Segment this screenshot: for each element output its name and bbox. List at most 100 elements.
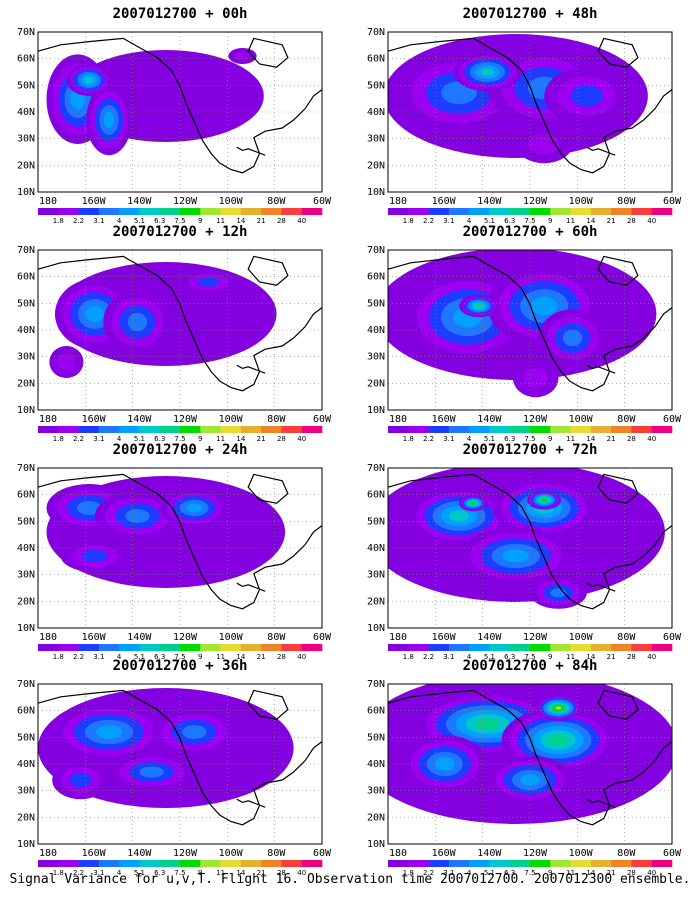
y-tick-label: 40N [367,325,385,336]
variance-map: 10N 20N 30N 40N 50N 60N 70N 180 160W 140W 120W 100W… [367,27,682,224]
colorbar-label: 2.2 [73,653,84,660]
colorbar-label: 28 [627,653,636,660]
colorbar-label: 7.5 [524,217,535,224]
colorbar-label: 40 [297,653,306,660]
variance-contour [182,725,207,739]
colorbar-swatch [139,860,161,867]
y-tick-label: 20N [367,378,385,389]
colorbar-swatch [159,208,181,215]
colorbar-swatch [301,426,323,433]
colorbar-label: 11 [216,435,225,442]
grid-lines [388,684,672,844]
x-tick-label: 120W [523,632,548,643]
colorbar-swatch [139,426,161,433]
x-tick-label: 180 [389,414,407,425]
colorbar-label: 9 [548,869,552,876]
y-tick-label: 60N [17,706,35,717]
colorbar-label: 14 [586,653,595,660]
colorbar-swatch [388,208,409,215]
colorbar-swatch [631,426,653,433]
y-tick-label: 10N [367,187,385,198]
colorbar-label: 14 [586,217,595,224]
colorbar-swatch [408,860,429,867]
colorbar-label: 40 [647,435,656,442]
x-tick-label: 100W [569,632,594,643]
colorbar-swatch [651,426,673,433]
colorbar-label: 21 [607,653,616,660]
x-tick-label: 160W [82,848,107,859]
colorbar-swatch [119,860,140,867]
colorbar-swatch [590,860,612,867]
y-tick-label: 40N [367,543,385,554]
colorbar-label: 14 [236,653,245,660]
colorbar-swatch [301,644,323,651]
colorbar-label: 21 [257,435,266,442]
colorbar-swatch [570,644,592,651]
variance-map: 10N 20N 30N 40N 50N 60N 70N 180 160W 140W 120W 100W… [17,27,332,224]
y-tick-label: 30N [17,352,35,363]
panel-title: 2007012700 + 00h [112,6,248,22]
colorbar-label: 1.8 [403,869,414,876]
y-tick-label: 60N [17,54,35,65]
x-tick-label: 140W [477,414,502,425]
x-tick-label: 80W [267,196,286,207]
colorbar-swatch [631,644,653,651]
colorbar-label: 4 [117,653,122,660]
colorbar-swatch [550,426,571,433]
colorbar-swatch [240,208,262,215]
map-panel: 2007012700 + 48h 10N 20N 30N 40N 50N 60N 70N 180… [360,6,700,224]
y-tick-label: 60N [367,272,385,283]
x-tick-label: 160W [432,414,457,425]
colorbar-label: 9 [198,869,202,876]
map-panel: 2007012700 + 24h 10N 20N 30N 40N 50N 60N 70N 180… [10,442,350,660]
colorbar-swatch [590,426,612,433]
y-tick-label: 30N [367,786,385,797]
variance-contour [127,312,148,332]
colorbar-swatch [550,860,571,867]
colorbar-swatch [448,208,470,215]
colorbar-swatch [550,644,571,651]
colorbar-label: 4 [467,217,472,224]
colorbar-label: 3.1 [443,869,454,876]
colorbar-label: 14 [236,435,245,442]
colorbar-swatch [200,208,221,215]
variance-contour [449,510,469,522]
colorbar-swatch [38,208,59,215]
x-tick-label: 80W [267,632,286,643]
grid-lines [388,468,672,628]
y-tick-label: 60N [17,490,35,501]
x-tick-label: 60W [663,196,682,207]
colorbar-swatch [58,426,79,433]
colorbar-label: 1.8 [403,435,414,442]
x-tick-label: 100W [219,196,244,207]
colorbar-swatch [611,644,632,651]
x-tick-label: 180 [39,632,57,643]
y-tick-label: 70N [17,27,35,38]
variance-map: 10N 20N 30N 40N 50N 60N 70N 180 160W 140W 120W 100W… [17,463,332,660]
colorbar-swatch [408,426,429,433]
y-tick-label: 70N [17,679,35,690]
variance-contour [480,68,494,76]
y-tick-label: 30N [367,134,385,145]
x-tick-label: 80W [617,848,636,859]
colorbar-label: 2.2 [73,217,84,224]
x-tick-label: 100W [569,848,594,859]
colorbar-label: 1.8 [403,653,414,660]
coastline [37,255,323,392]
colorbar-swatch [220,860,242,867]
colorbar-label: 1.8 [53,217,64,224]
colorbar-label: 6.3 [504,217,515,224]
panel-title: 2007012700 + 72h [462,442,598,458]
colorbar-swatch [631,860,653,867]
colorbar-swatch [240,860,262,867]
x-tick-label: 140W [477,196,502,207]
y-tick-label: 60N [367,54,385,65]
colorbar-label: 9 [198,435,202,442]
colorbar-label: 5.1 [484,217,495,224]
y-tick-label: 20N [367,160,385,171]
figure-caption: Signal Variance for u,v,T. Flight 16. Ob… [9,872,691,887]
colorbar-swatch [489,860,511,867]
colorbar-label: 3.1 [443,435,454,442]
variance-contour [548,734,568,746]
y-tick-label: 40N [17,325,35,336]
